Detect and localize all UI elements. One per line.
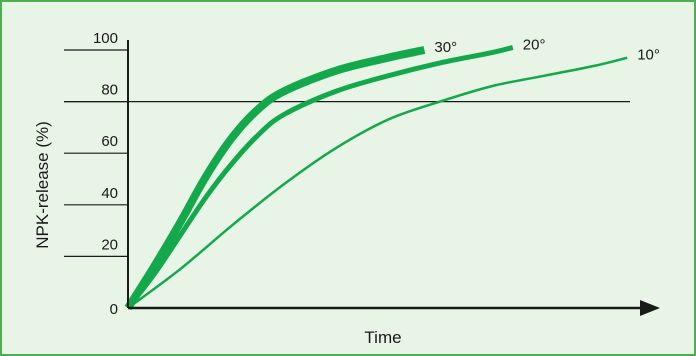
y-tick-label-80: 80 — [101, 82, 118, 99]
series-layer — [124, 44, 628, 311]
series-labels: 30° 20° 10° — [434, 36, 659, 63]
series-label-1: 20° — [523, 36, 546, 53]
y-tick-label-100: 100 — [93, 30, 118, 47]
series-line-1 — [126, 44, 514, 310]
x-axis-arrow-icon — [640, 300, 660, 316]
x-axis-title: Time — [364, 328, 401, 347]
series-label-0: 30° — [434, 39, 457, 56]
series-line-0 — [124, 46, 426, 311]
series-label-2: 10° — [637, 47, 660, 64]
y-axis-title: NPK-release (%) — [33, 121, 52, 249]
y-tick-label-20: 20 — [101, 236, 118, 253]
y-tick-labels: 0 20 40 60 80 100 — [93, 30, 118, 318]
series-line-2 — [127, 56, 628, 310]
y-tick-label-40: 40 — [101, 185, 118, 202]
y-tick-label-0: 0 — [110, 301, 118, 318]
y-tick-label-60: 60 — [101, 133, 118, 150]
